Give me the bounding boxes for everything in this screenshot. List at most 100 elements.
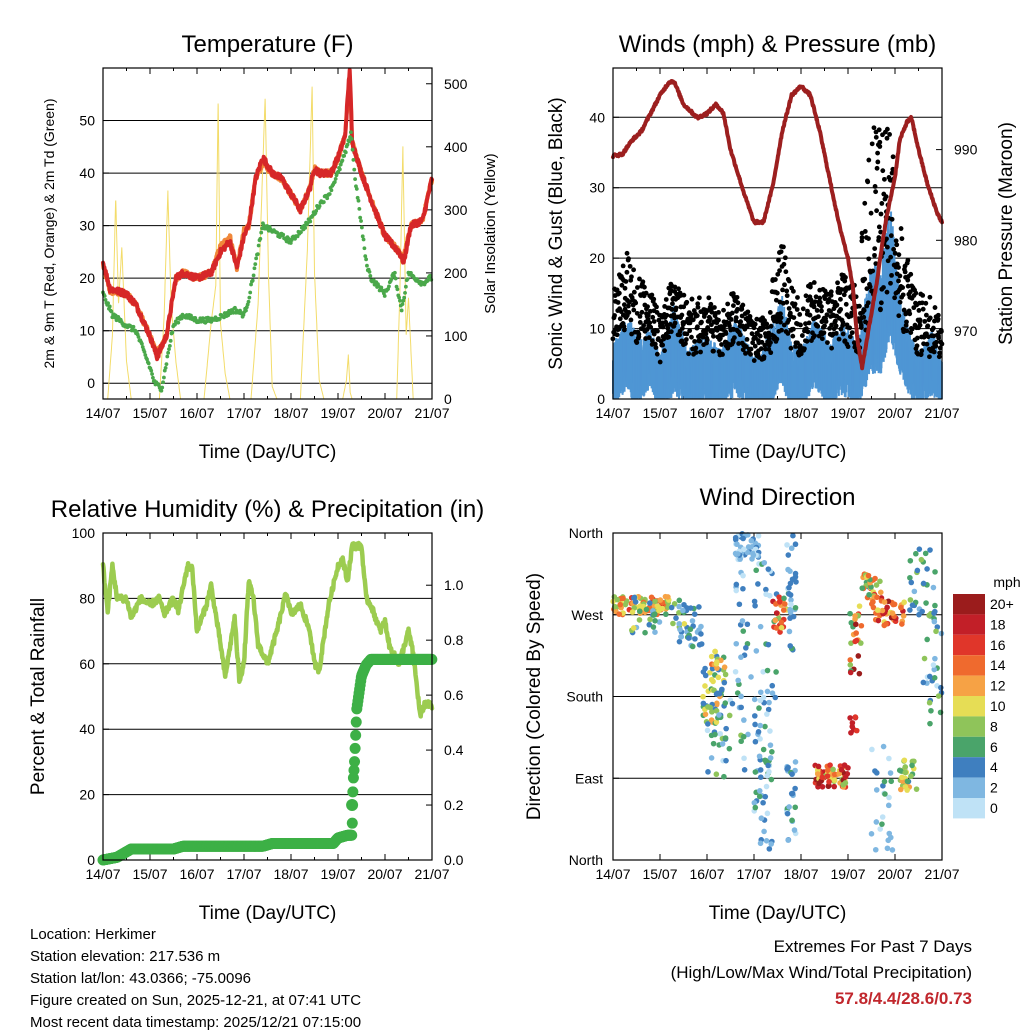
direction-point: [765, 566, 772, 572]
x-tick-label: 19/07: [830, 405, 865, 421]
gust-point: [696, 295, 702, 301]
direction-point: [873, 582, 880, 588]
direction-point: [751, 713, 758, 719]
dewpoint-point: [329, 188, 334, 193]
y-tick-label: 100: [72, 525, 96, 541]
direction-point: [874, 607, 881, 614]
direction-point: [786, 591, 792, 597]
direction-point: [815, 763, 822, 770]
gust-point: [723, 331, 729, 336]
direction-point: [792, 541, 799, 548]
direction-point: [877, 589, 884, 596]
legend-swatch: [953, 675, 985, 696]
direction-point: [769, 690, 776, 696]
gust-point: [778, 249, 784, 255]
gust-point: [642, 284, 647, 290]
direction-point: [830, 766, 836, 773]
dewpoint-point: [170, 330, 175, 335]
chart-title: Winds (mph) & Pressure (mb): [619, 31, 936, 58]
x-tick-label: 14/07: [85, 405, 120, 421]
direction-point: [743, 645, 749, 651]
extremes-title: Extremes For Past 7 Days: [773, 937, 972, 956]
gust-point: [862, 200, 868, 206]
direction-point: [764, 667, 771, 674]
gust-point: [637, 314, 643, 319]
gust-point: [717, 335, 723, 341]
gust-point: [872, 184, 878, 189]
gust-point: [750, 340, 756, 346]
direction-point: [681, 621, 688, 627]
dewpoint-point: [317, 204, 322, 209]
gust-point: [859, 238, 865, 244]
gust-point: [889, 170, 895, 176]
gust-point: [747, 314, 753, 319]
dewpoint-point: [358, 215, 363, 220]
gust-point: [679, 338, 685, 344]
direction-point: [824, 767, 831, 774]
legend-label: 20+: [990, 596, 1014, 612]
gust-point: [828, 309, 833, 314]
direction-point: [847, 610, 853, 617]
direction-point: [676, 638, 683, 645]
gust-point: [698, 349, 703, 355]
gust-point: [876, 235, 882, 240]
direction-point: [741, 717, 747, 723]
direction-point: [662, 593, 669, 600]
direction-point: [781, 595, 787, 602]
direction-point: [722, 735, 729, 741]
y2-tick-label: 200: [444, 265, 468, 281]
gust-point: [641, 323, 647, 328]
direction-point: [924, 566, 930, 572]
legend-swatch: [953, 798, 985, 819]
y2-tick-label: 500: [444, 76, 468, 92]
direction-point: [757, 689, 764, 696]
direction-point: [763, 783, 770, 790]
direction-point: [889, 610, 896, 616]
chart-title: Wind Direction: [699, 484, 855, 511]
dewpoint-point: [355, 195, 360, 200]
direction-point: [763, 838, 770, 844]
gust-point: [647, 320, 653, 326]
direction-point: [873, 819, 880, 825]
dewpoint-point: [102, 294, 107, 298]
gust-point: [735, 300, 741, 306]
direction-point: [923, 600, 929, 606]
gust-point: [663, 297, 669, 302]
gust-point: [931, 349, 937, 355]
dewpoint-point: [106, 301, 110, 306]
y-tick-label: 30: [589, 180, 605, 196]
gust-point: [739, 306, 745, 312]
y-tick-label: 40: [79, 721, 95, 737]
y-tick-label: North: [569, 525, 603, 541]
direction-point: [753, 648, 760, 654]
direction-point: [907, 597, 914, 603]
x-tick-label: 21/07: [414, 405, 449, 421]
x-tick-label: 15/07: [132, 405, 167, 421]
direction-point: [819, 774, 826, 781]
direction-point: [726, 712, 733, 719]
direction-point: [877, 578, 883, 585]
gust-point: [881, 285, 886, 290]
direction-point: [657, 597, 664, 603]
direction-point: [736, 601, 743, 608]
gust-point: [619, 282, 625, 288]
dewpoint-point: [161, 380, 165, 385]
dewpoint-point: [340, 158, 345, 163]
direction-point: [738, 693, 744, 700]
gust-point: [683, 341, 688, 346]
dewpoint-point: [252, 266, 257, 271]
gust-point: [762, 342, 768, 348]
direction-point: [856, 603, 863, 609]
gust-point: [798, 351, 804, 357]
direction-point: [902, 764, 909, 770]
direction-point: [921, 655, 928, 662]
gust-point: [645, 304, 650, 310]
gust-point: [730, 339, 736, 345]
gust-point: [684, 299, 690, 305]
dewpoint-point: [103, 298, 108, 302]
gust-point: [681, 304, 687, 310]
dewpoint-point: [288, 241, 293, 245]
gust-point: [623, 279, 629, 284]
direction-point: [723, 757, 729, 764]
gust-point: [908, 271, 914, 277]
